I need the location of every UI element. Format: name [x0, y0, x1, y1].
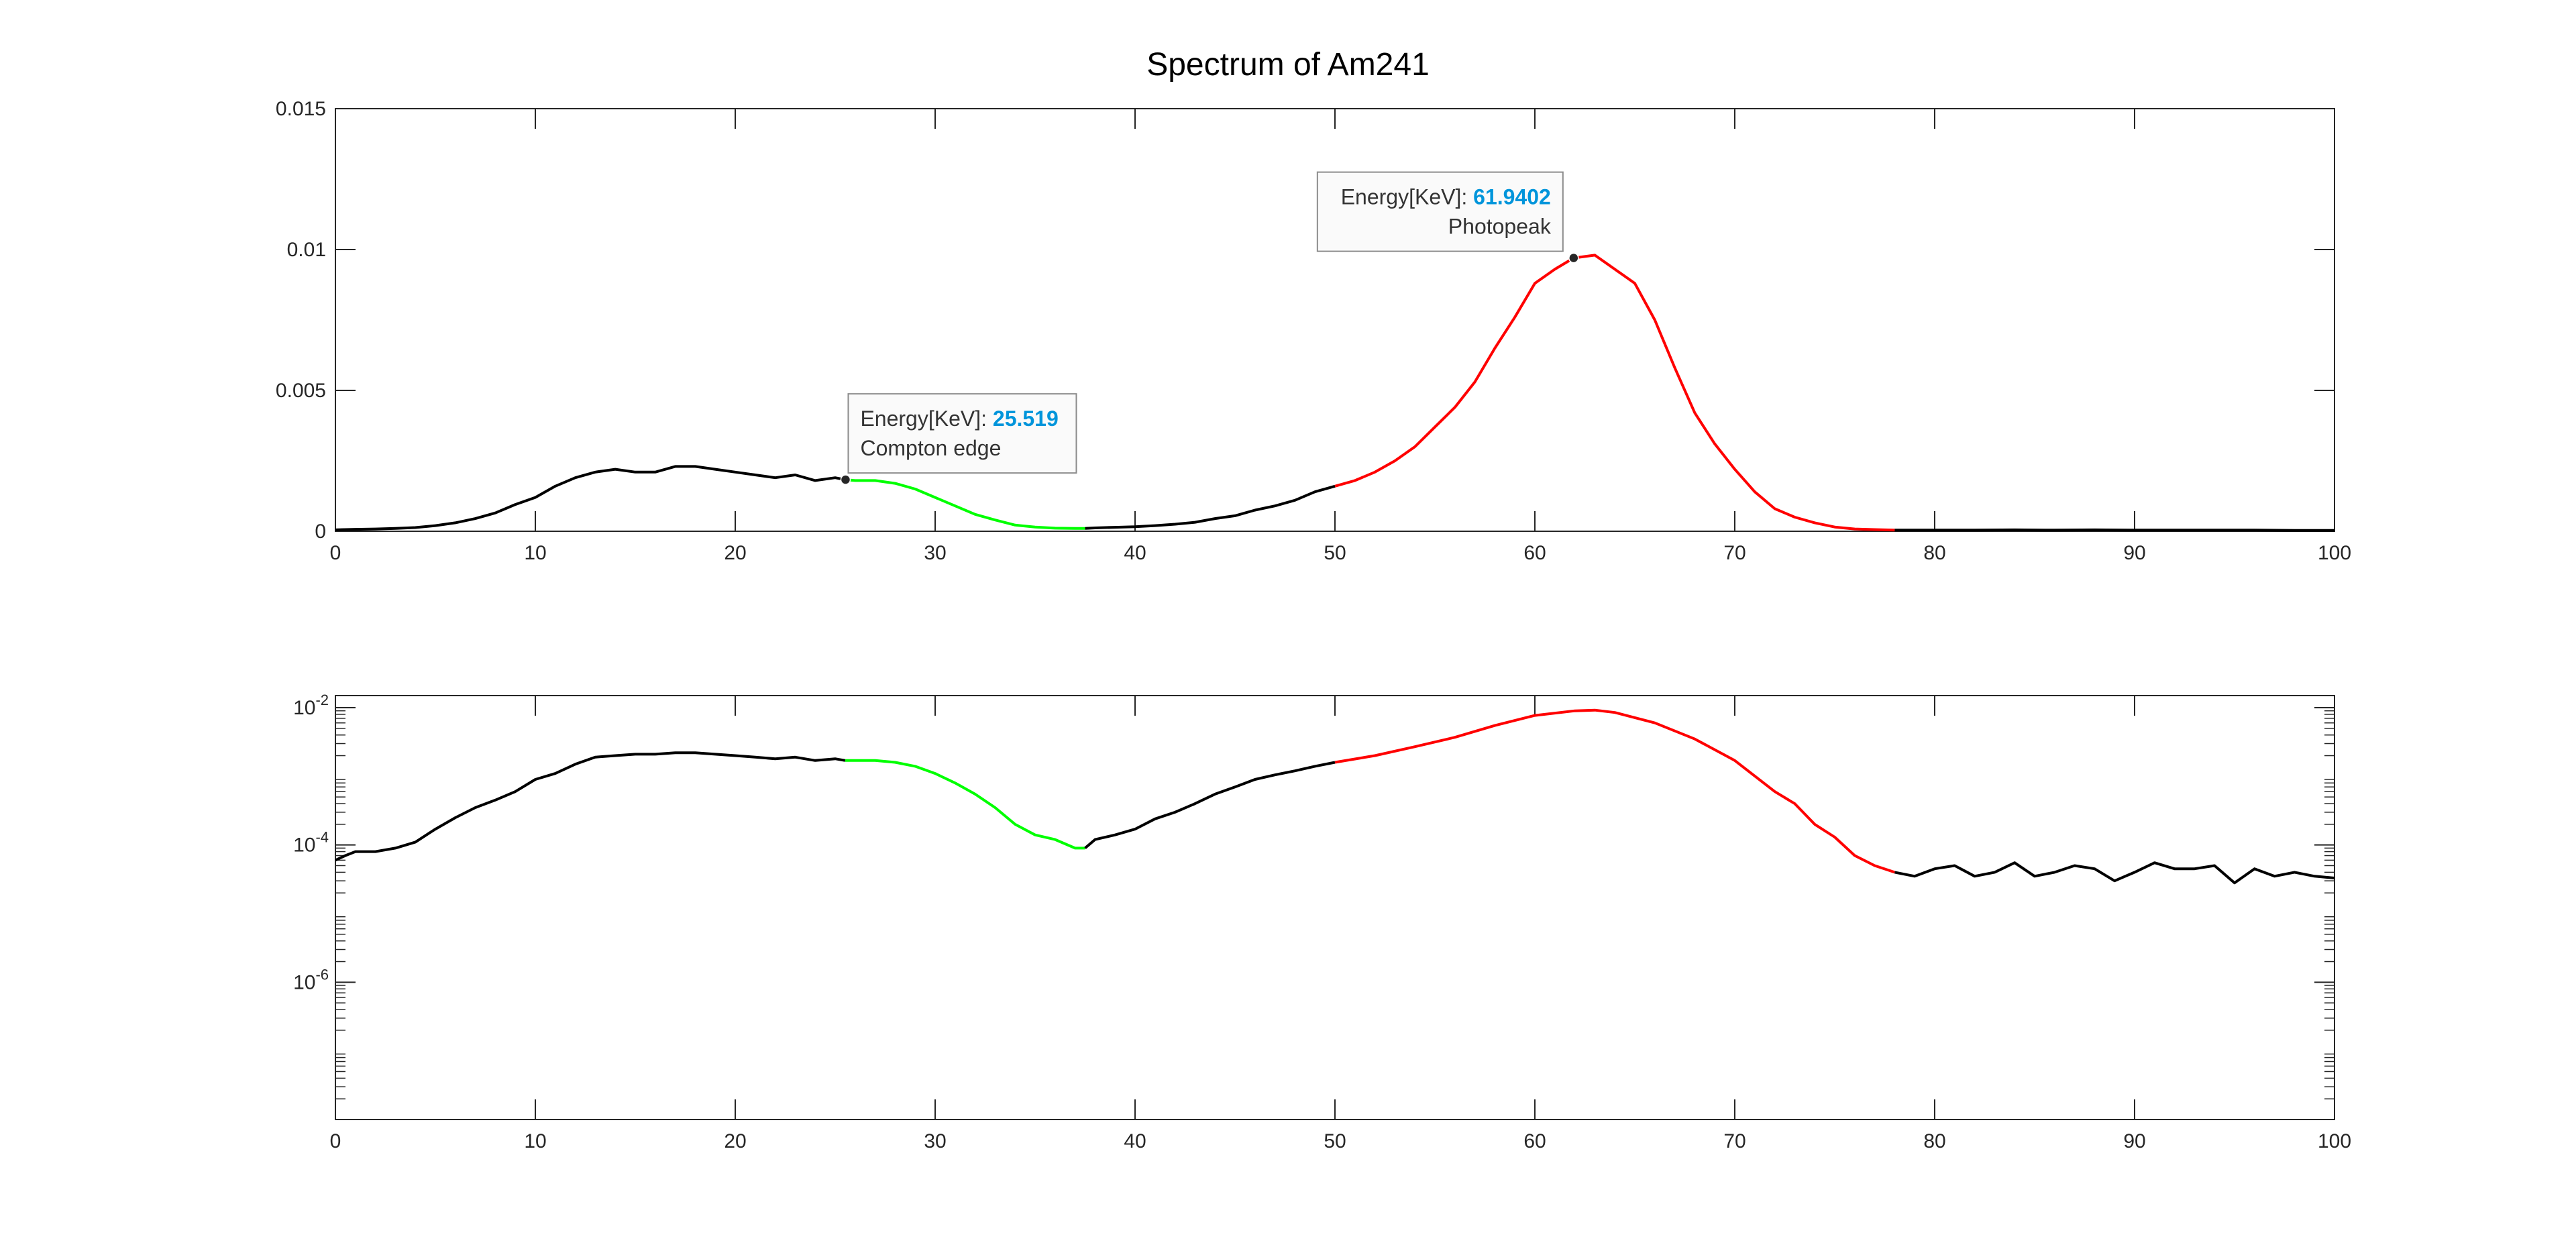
top-x-tick-label: 30: [924, 542, 946, 564]
bottom-y-tick-label: 10-2: [293, 692, 329, 719]
top-y-tick-label: 0.015: [276, 98, 326, 120]
datatip-note: Photopeak: [1448, 215, 1552, 239]
bottom-x-tick-label: 50: [1324, 1130, 1346, 1152]
top-datatips: Energy[KeV]: 25.519 Compton edge Energy[Ke…: [840, 171, 1579, 485]
datatip-marker: [1568, 252, 1579, 264]
bottom-x-tick-label: 60: [1523, 1130, 1546, 1152]
top-series-line-1: [845, 478, 1085, 530]
datatip-marker: [840, 474, 851, 485]
top-series-line-4: [1894, 528, 2334, 532]
bottom-axes-frame: [335, 695, 2335, 1120]
top-x-tick-label: 40: [1124, 542, 1146, 564]
bottom-x-tick-label: 90: [2123, 1130, 2145, 1152]
bottom-y-tick-label: 10-6: [293, 966, 329, 993]
bottom-x-tick-label: 100: [2318, 1130, 2351, 1152]
datatip-box: [1316, 171, 1564, 252]
top-x-tick-label: 20: [724, 542, 746, 564]
top-x-tick-label: 90: [2123, 542, 2145, 564]
bottom-x-tick-label: 10: [524, 1130, 546, 1152]
top-series-line-2: [1085, 484, 1336, 530]
chart-title: Spectrum of Am241: [1146, 47, 1430, 83]
bottom-series-line-4: [1894, 861, 2335, 885]
top-y-tick-label: 0.01: [287, 239, 326, 261]
top-x-tick-label: 50: [1324, 542, 1346, 564]
top-series: [335, 254, 2334, 532]
bottom-axes: 0 10 20 30 40 50 60 70 80 90 100 10-6 10-4 10-2: [293, 692, 2351, 1152]
top-x-tick-label: 10: [524, 542, 546, 564]
top-y-tick-label: 0: [315, 521, 326, 543]
datatip-energy: Energy[KeV]: 25.519: [860, 406, 1058, 431]
bottom-y-tick-label: 10-4: [293, 829, 329, 857]
top-x-tick-label: 100: [2318, 542, 2351, 564]
bottom-x-tick-label: 40: [1124, 1130, 1146, 1152]
top-x-tick-label: 70: [1723, 542, 1746, 564]
top-series-line-0: [335, 465, 846, 531]
top-x-tick-label: 0: [330, 542, 341, 564]
bottom-x-tick-label: 20: [724, 1130, 746, 1152]
bottom-series-line-0: [335, 751, 846, 862]
bottom-series-line-2: [1084, 761, 1336, 849]
bottom-series-line-1: [845, 759, 1085, 850]
top-x-tick-label: 60: [1523, 542, 1546, 564]
bottom-ticks: 0 10 20 30 40 50 60 70 80 90 100 10-6 10-4 10-2: [293, 692, 2351, 1152]
bottom-x-tick-label: 80: [1923, 1130, 1945, 1152]
top-y-tick-label: 0.005: [276, 380, 326, 402]
top-x-tick-label: 80: [1923, 542, 1945, 564]
bottom-x-tick-label: 0: [330, 1130, 341, 1152]
top-series-line-3: [1334, 254, 1895, 532]
bottom-x-tick-label: 70: [1723, 1130, 1746, 1152]
bottom-series-line-3: [1334, 708, 1896, 874]
top-ticks: 0 10 20 30 40 50 60 70 80 90 100 0 0.005 0.01 0.015: [276, 98, 2351, 564]
bottom-x-tick-label: 30: [924, 1130, 946, 1152]
top-axes: 0 10 20 30 40 50 60 70 80 90 100 0 0.005 0.01 0.015 En…: [276, 98, 2351, 564]
bottom-series: [335, 708, 2335, 885]
datatip-note: Compton edge: [860, 436, 1001, 460]
datatip-energy: Energy[KeV]: 61.9402: [1341, 185, 1551, 209]
datatip-box: [847, 393, 1077, 474]
